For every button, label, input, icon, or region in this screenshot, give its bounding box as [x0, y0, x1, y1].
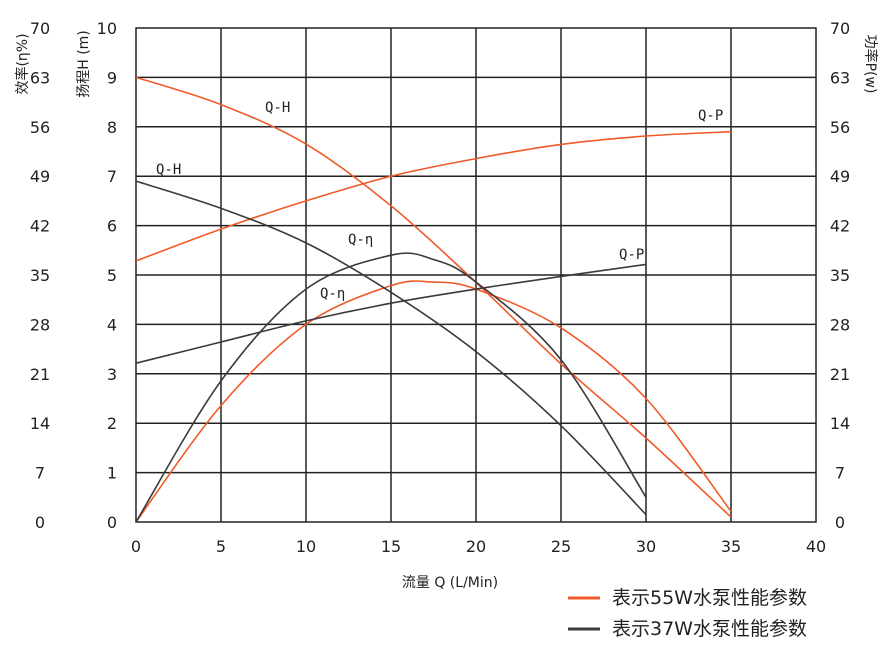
efficiency-tick-label: 14: [30, 414, 50, 433]
curve-37w-q-p: [135, 263, 647, 364]
curve-label-55w: Q-P: [698, 108, 723, 124]
head-tick-label: 3: [107, 365, 117, 384]
efficiency-tick-label: 49: [30, 167, 50, 186]
efficiency-tick-label: 63: [30, 68, 50, 87]
power-tick-label: 0: [835, 513, 845, 532]
curve-labels: Q-H Q-P Q-η Q-H Q-P Q-η: [156, 100, 723, 302]
x-tick-label: 25: [551, 537, 571, 556]
x-tick-label: 20: [466, 537, 486, 556]
curve-55w-q-eff: [135, 280, 732, 523]
power-tick-label: 49: [830, 167, 850, 186]
x-axis-label: 流量 Q (L/Min): [402, 575, 498, 591]
power-tick-label: 70: [830, 19, 850, 38]
efficiency-tick-label: 0: [35, 513, 45, 532]
x-tick-label: 5: [216, 537, 226, 556]
legend-label: 表示55W水泵性能参数: [612, 587, 807, 609]
power-tick-label: 21: [830, 365, 850, 384]
head-tick-label: 1: [107, 464, 117, 483]
head-tick-label: 6: [107, 217, 117, 236]
x-tick-label: 0: [131, 537, 141, 556]
head-tick-label: 5: [107, 266, 117, 285]
y-axis-label-efficiency: 效率(η%): [14, 33, 31, 94]
curve-37w-q-h: [135, 180, 647, 516]
grid: [135, 27, 817, 523]
head-tick-label: 2: [107, 414, 117, 433]
power-tick-label: 28: [830, 315, 850, 334]
head-tick-label: 7: [107, 167, 117, 186]
head-tick-label: 9: [107, 68, 117, 87]
curve-55w-q-h: [135, 76, 732, 518]
power-tick-label: 56: [830, 118, 850, 137]
tick-labels: 0 5 10 15 20 25 30 35 40012345678910071421283542…: [30, 19, 850, 556]
efficiency-tick-label: 42: [30, 217, 50, 236]
efficiency-tick-label: 21: [30, 365, 50, 384]
power-tick-label: 35: [830, 266, 850, 285]
efficiency-tick-label: 35: [30, 266, 50, 285]
x-tick-label: 40: [806, 537, 826, 556]
head-tick-label: 4: [107, 315, 117, 334]
legend-label: 表示37W水泵性能参数: [612, 618, 807, 640]
x-tick-label: 15: [381, 537, 401, 556]
x-tick-label: 35: [721, 537, 741, 556]
power-tick-label: 14: [830, 414, 850, 433]
head-tick-label: 10: [97, 19, 117, 38]
power-tick-label: 42: [830, 217, 850, 236]
power-tick-label: 63: [830, 68, 850, 87]
curve-55w-q-p: [135, 130, 732, 262]
curve-label-37w: Q-P: [619, 247, 644, 263]
head-tick-label: 8: [107, 118, 117, 137]
curve-label-37w: Q-η: [348, 232, 373, 248]
x-tick-label: 10: [296, 537, 316, 556]
head-tick-label: 0: [107, 513, 117, 532]
curve-37w-q-eff: [135, 252, 647, 523]
y-axis-label-head: 扬程H (m): [76, 30, 92, 98]
efficiency-tick-label: 28: [30, 315, 50, 334]
power-tick-label: 7: [835, 464, 845, 483]
curve-label-55w: Q-H: [265, 100, 290, 116]
y-axis-label-power: 功率P(w): [862, 35, 879, 94]
curve-label-37w: Q-H: [156, 162, 181, 178]
curve-label-55w: Q-η: [320, 286, 345, 302]
curves: [135, 76, 732, 523]
x-tick-label: 30: [636, 537, 656, 556]
efficiency-tick-label: 70: [30, 19, 50, 38]
efficiency-tick-label: 7: [35, 464, 45, 483]
efficiency-tick-label: 56: [30, 118, 50, 137]
